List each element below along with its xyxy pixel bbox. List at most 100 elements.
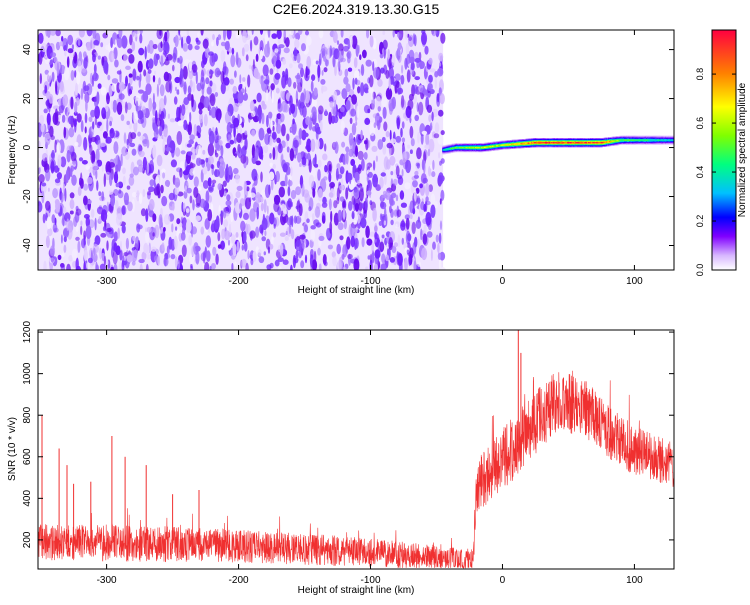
spectrogram-noise-cell xyxy=(438,257,442,270)
spectrogram-noise-cell xyxy=(226,241,232,251)
spectrogram-noise-cell xyxy=(359,187,364,202)
spectrogram-noise-cell xyxy=(152,75,156,83)
spectrogram-noise-cell xyxy=(313,87,318,96)
spectrogram-noise-cell xyxy=(46,216,52,230)
spectrogram-noise-cell xyxy=(84,112,88,124)
spectrogram-noise-cell xyxy=(133,166,139,176)
spectrogram-noise-cell xyxy=(256,92,262,103)
spectrogram-noise-cell xyxy=(175,226,178,231)
spectrogram-noise-cell xyxy=(375,112,381,127)
spectrogram-noise-cell xyxy=(291,215,294,228)
spectrogram-noise-cell xyxy=(126,138,129,146)
spectrogram-noise-cell xyxy=(41,182,47,187)
spectrogram-noise-cell xyxy=(349,173,352,185)
spectrogram-noise-cell xyxy=(202,38,209,49)
spectrogram-noise-cell xyxy=(207,143,215,157)
spectrogram-noise-cell xyxy=(356,105,360,119)
spectrogram-noise-cell xyxy=(244,130,248,136)
spectrogram-noise-cell xyxy=(330,210,333,223)
spectrogram-noise-cell xyxy=(75,208,82,216)
spectrogram-noise-cell xyxy=(264,133,271,145)
spectrogram-noise-cell xyxy=(310,228,316,242)
spectrogram-noise-cell xyxy=(94,217,97,231)
spectrogram-noise-cell xyxy=(350,224,356,238)
spectrogram-noise-cell xyxy=(252,250,257,262)
spectrogram-noise-cell xyxy=(428,114,432,122)
spectrogram-noise-cell xyxy=(197,32,200,38)
spectrogram-noise-cell xyxy=(323,55,327,62)
spectrogram-noise-cell xyxy=(269,68,274,75)
spectrogram-noise-cell xyxy=(275,87,280,94)
spectrogram-noise-cell xyxy=(269,243,274,250)
spectrogram-noise-cell xyxy=(389,75,395,85)
spectrogram-noise-cell xyxy=(152,101,157,110)
spectrogram-noise-cell xyxy=(404,30,408,40)
spectrogram-noise-cell xyxy=(375,155,378,162)
spectrogram-noise-cell xyxy=(138,150,145,157)
spectrogram-noise-cell xyxy=(339,166,345,175)
spectrogram-noise-cell xyxy=(156,183,161,196)
spectrogram-noise-cell xyxy=(265,89,269,102)
spectrogram-noise-cell xyxy=(292,254,296,269)
spectrogram-noise-cell xyxy=(300,67,304,78)
spectrogram-noise-cell xyxy=(289,63,293,69)
spectrogram-noise-cell xyxy=(321,211,326,222)
spectrogram-noise-cell xyxy=(83,57,88,69)
spectrogram-noise-cell xyxy=(186,181,189,186)
spectrogram-noise-cell xyxy=(321,70,324,76)
spectrogram-noise-cell xyxy=(351,94,357,105)
spectrogram-noise-cell xyxy=(417,238,420,249)
spectrogram-noise-cell xyxy=(57,254,62,261)
spectrogram-noise-cell xyxy=(70,165,74,172)
spectrogram-noise-cell xyxy=(206,86,212,95)
spectrogram-noise-cell xyxy=(158,98,165,111)
snr-y-axis-label: SNR (10 * v/v) xyxy=(7,417,18,481)
spectrogram-noise-cell xyxy=(255,192,261,204)
spectrogram-noise-cell xyxy=(347,67,353,72)
spectrogram-noise-cell xyxy=(407,144,411,149)
spectrogram-noise-cell xyxy=(318,105,324,115)
spectrogram-noise-cell xyxy=(152,43,158,50)
spectrogram-noise-cell xyxy=(294,38,300,49)
spectrogram-noise-cell xyxy=(275,170,280,183)
spectrogram-noise-cell xyxy=(280,90,284,98)
spectrogram-noise-cell xyxy=(94,235,101,246)
spectrogram-noise-cell xyxy=(152,144,157,159)
spectrogram-noise-cell xyxy=(234,70,237,78)
spectrogram-noise-cell xyxy=(51,71,55,83)
spectrogram-noise-cell xyxy=(236,185,243,191)
spectrogram-noise-cell xyxy=(389,129,392,142)
spectrogram-noise-cell xyxy=(107,74,111,81)
snr-y-tick-label: 600 xyxy=(22,448,33,465)
spectrogram-noise-cell xyxy=(355,121,358,126)
spectrogram-noise-cell xyxy=(247,74,251,88)
spectrogram-noise-cell xyxy=(385,87,393,100)
spectrogram-noise-cell xyxy=(50,160,55,174)
spectrogram-noise-cell xyxy=(321,85,328,92)
spectrogram-noise-cell xyxy=(110,193,116,207)
spectrogram-noise-cell xyxy=(430,204,436,218)
spectrogram-noise-cell xyxy=(243,180,247,193)
spectrogram-noise-cell xyxy=(343,235,346,245)
spectrogram-noise-cell xyxy=(327,45,331,57)
spectrogram-noise-cell xyxy=(262,64,269,77)
spectrogram-noise-cell xyxy=(86,199,92,205)
spectrogram-noise-cell xyxy=(272,125,275,132)
spectrogram-noise-cell xyxy=(59,80,64,93)
spectrogram-noise-cell xyxy=(113,141,119,155)
spectrogram-noise-cell xyxy=(76,113,82,123)
spectrogram-noise-cell xyxy=(110,266,115,270)
spectrogram-noise-cell xyxy=(409,125,414,139)
spectrogram-noise-region xyxy=(38,30,446,270)
spectrogram-noise-cell xyxy=(308,206,312,212)
spectrogram-y-tick-label: 40 xyxy=(22,44,33,56)
spectrogram-noise-cell xyxy=(43,108,48,114)
spectrogram-noise-cell xyxy=(182,65,188,80)
spectrogram-noise-cell xyxy=(373,122,377,129)
spectrogram-noise-cell xyxy=(38,157,42,168)
spectrogram-noise-cell xyxy=(267,246,271,254)
spectrogram-noise-cell xyxy=(116,101,123,115)
spectrogram-noise-cell xyxy=(89,144,93,156)
spectrogram-noise-cell xyxy=(234,261,237,267)
spectrogram-noise-cell xyxy=(302,132,309,138)
